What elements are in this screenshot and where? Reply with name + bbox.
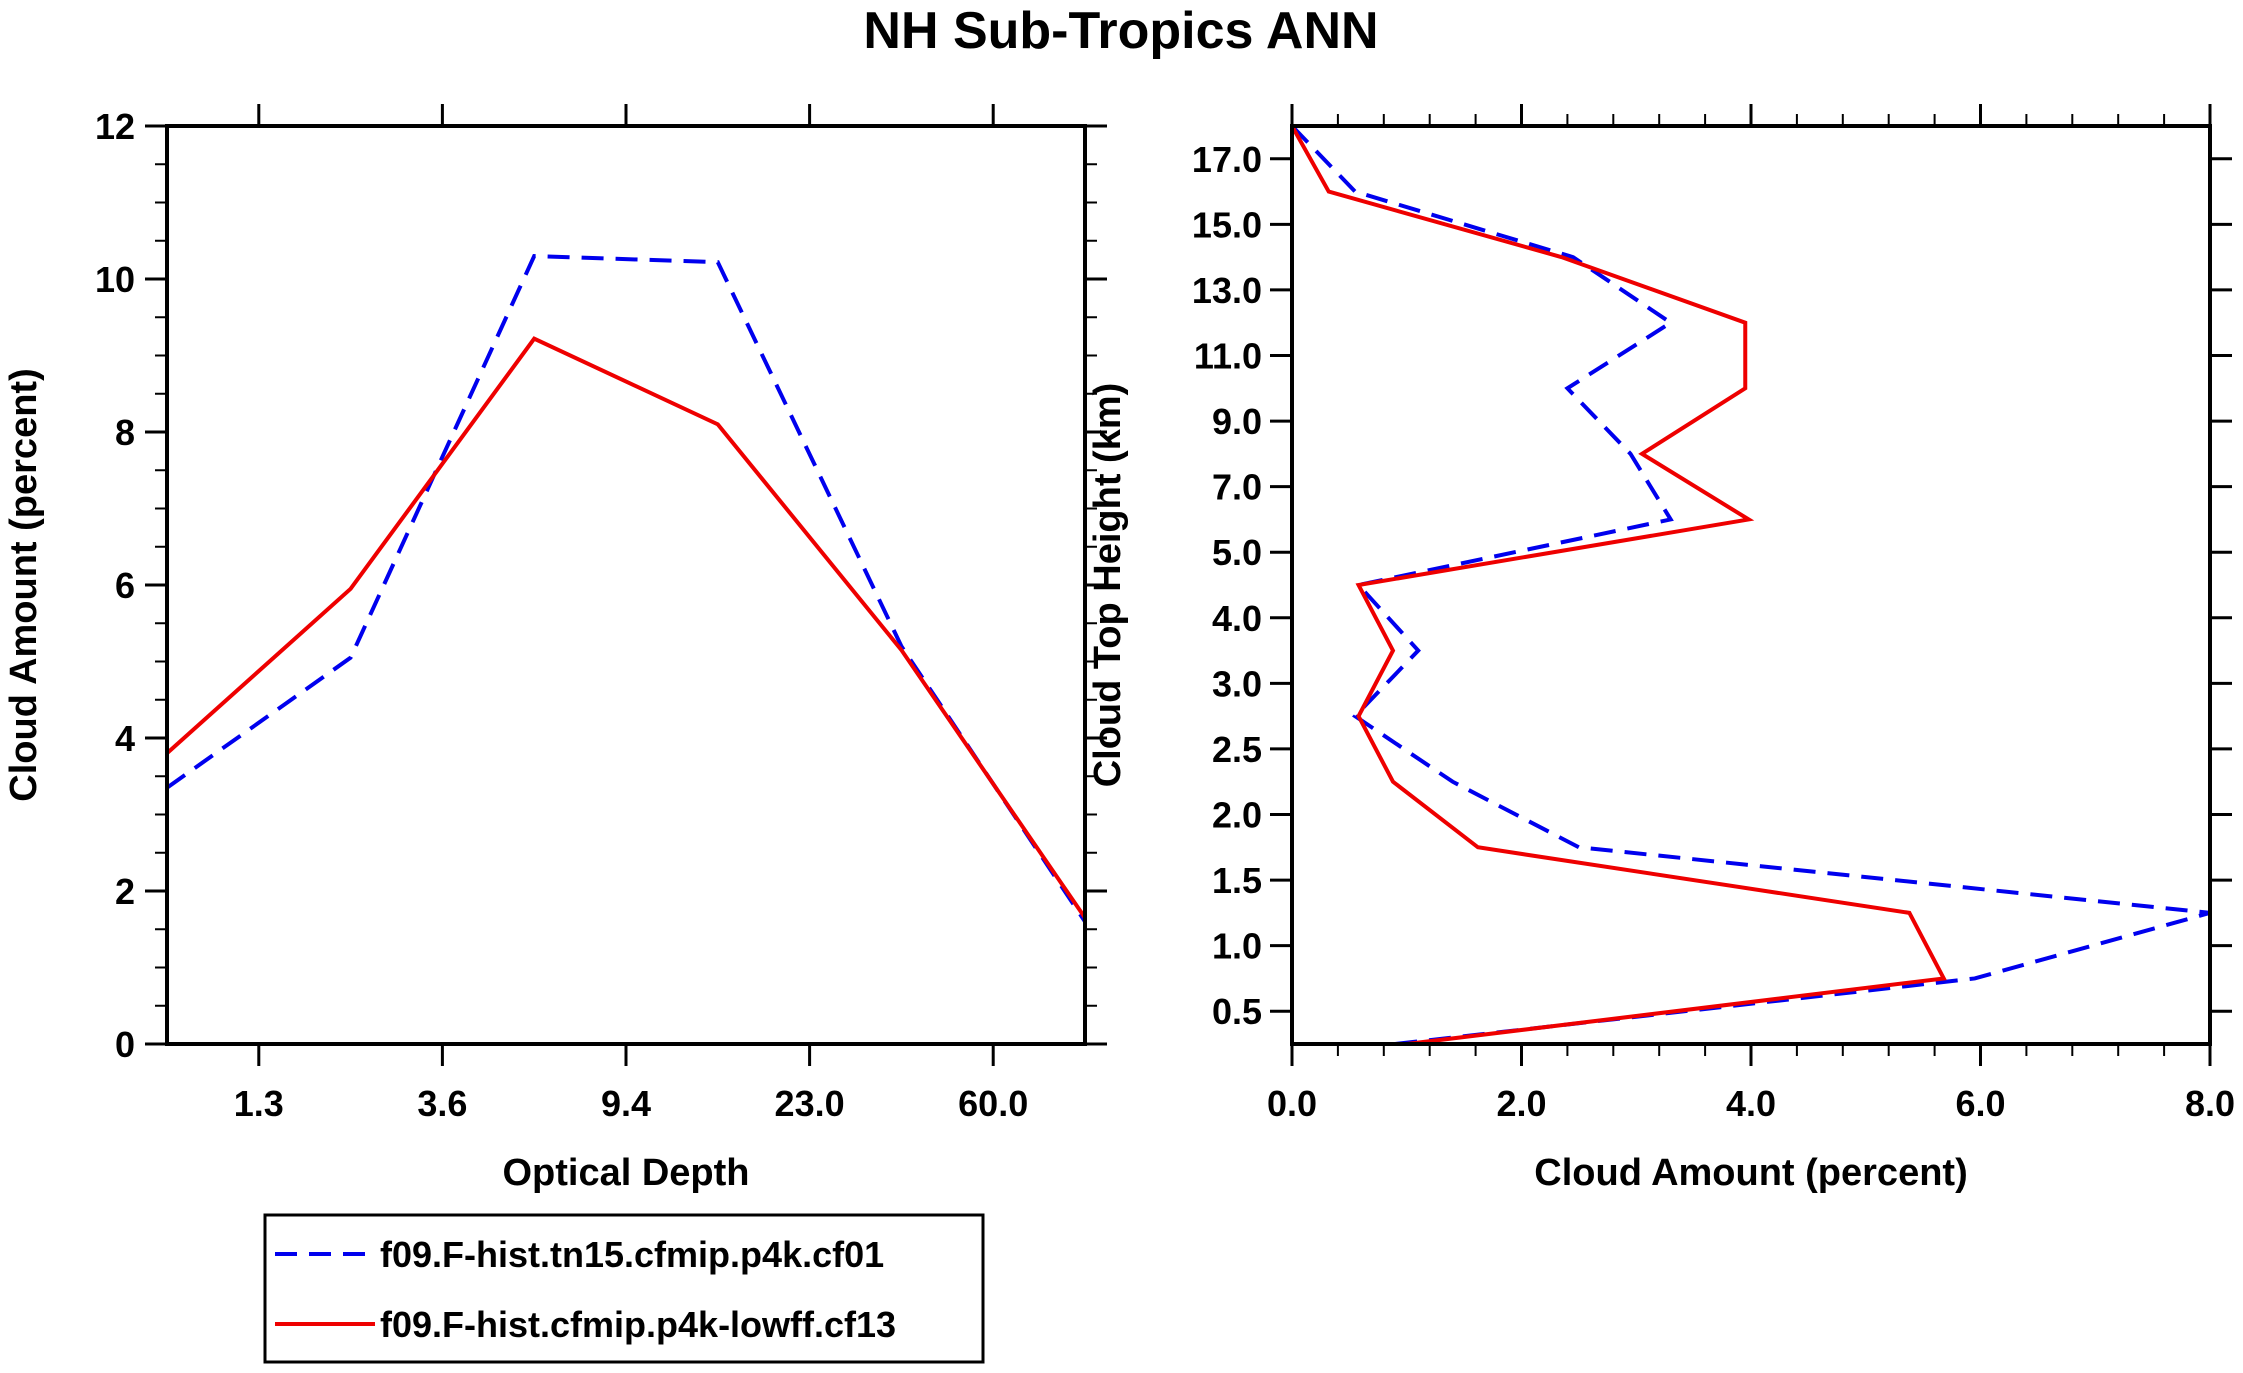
height-tick-label: 0.5 [1212,991,1262,1032]
height-tick-label: 1.5 [1212,860,1262,901]
cloud-top-height-line-series-1 [1290,124,2211,1046]
x-tick-label: 60.0 [958,1083,1028,1124]
amount-tick-label: 0.0 [1267,1083,1317,1124]
cloud-top-height-x-axis-label: Cloud Amount (percent) [1534,1152,1967,1194]
cloud-top-height-axis-ticks: 0.5 1.0 1.5 2.0 2.5 3.0 4.0 5.0 7.0 9.0 11.0 13.0 15… [1192,104,2235,1124]
x-tick-label: 1.3 [234,1083,284,1124]
legend-label-series-2: f09.F-hist.cfmip.p4k-lowff.cf13 [380,1304,896,1345]
height-tick-label: 15.0 [1192,204,1262,245]
optical-depth-line-series-1 [165,254,1087,923]
x-tick-label: 3.6 [417,1083,467,1124]
height-tick-label: 7.0 [1212,467,1262,508]
y-tick-label: 2 [115,871,135,912]
amount-tick-label: 2.0 [1496,1083,1546,1124]
x-tick-label: 23.0 [775,1083,845,1124]
figure-title: NH Sub-Tropics ANN [863,2,1378,60]
legend-box [263,1213,985,1364]
x-tick-label: 9.4 [601,1083,651,1124]
height-tick-label: 11.0 [1194,336,1262,377]
optical-depth-x-axis-label: Optical Depth [502,1152,749,1194]
height-tick-label: 17.0 [1192,139,1262,180]
y-tick-label: 12 [95,106,135,147]
legend: f09.F-hist.tn15.cfmip.p4k.cf01 f09.F-his… [263,1213,985,1364]
amount-tick-label: 8.0 [2185,1083,2235,1124]
optical-depth-axis-ticks: 0 2 4 6 8 10 12 1.3 3.6 9.4 23.0 60.0 [95,104,1107,1124]
optical-depth-plot-frame [165,124,1087,1046]
y-tick-label: 8 [115,412,135,453]
cloud-top-height-panel: 0.5 1.0 1.5 2.0 2.5 3.0 4.0 5.0 7.0 9.0 11.0 13.0 15… [1087,104,2235,1194]
amount-tick-label: 6.0 [1955,1083,2005,1124]
cloud-top-height-y-axis-label: Cloud Top Height (km) [1087,383,1129,788]
height-tick-label: 13.0 [1192,270,1262,311]
optical-depth-line-series-2 [165,336,1087,919]
cloud-top-height-plot-frame [1290,124,2212,1046]
height-tick-label: 4.0 [1212,598,1262,639]
height-tick-label: 3.0 [1212,663,1262,704]
y-tick-label: 0 [115,1024,135,1065]
y-tick-label: 10 [95,259,135,300]
height-tick-label: 1.0 [1212,926,1262,967]
optical-depth-panel: 0 2 4 6 8 10 12 1.3 3.6 9.4 23.0 60.0 Optical Depth… [3,104,1107,1194]
amount-tick-label: 4.0 [1726,1083,1776,1124]
cloud-top-height-line-series-2 [1290,125,1947,1046]
cloud-top-height-series [1290,124,2211,1046]
height-tick-label: 9.0 [1212,401,1262,442]
height-tick-label: 5.0 [1212,532,1262,573]
optical-depth-series [165,254,1087,923]
height-tick-label: 2.0 [1212,795,1262,836]
y-tick-label: 6 [115,565,135,606]
height-tick-label: 2.5 [1212,729,1262,770]
y-tick-label: 4 [115,718,135,759]
optical-depth-y-axis-label: Cloud Amount (percent) [3,368,45,801]
legend-label-series-1: f09.F-hist.tn15.cfmip.p4k.cf01 [380,1234,884,1275]
